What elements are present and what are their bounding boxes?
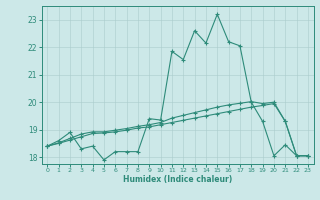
X-axis label: Humidex (Indice chaleur): Humidex (Indice chaleur) bbox=[123, 175, 232, 184]
